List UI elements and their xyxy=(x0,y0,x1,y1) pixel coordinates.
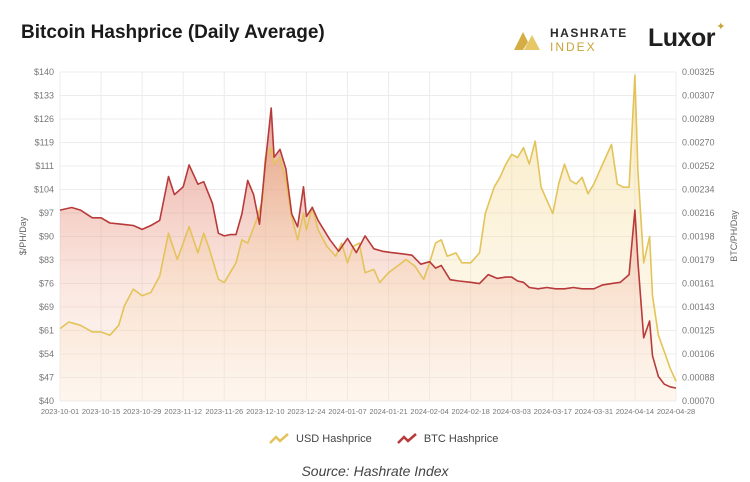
area-fills xyxy=(60,75,676,402)
x-tick-label: 2024-04-28 xyxy=(657,407,695,416)
y-tick-label: $90 xyxy=(39,232,54,242)
x-tick-label: 2023-10-15 xyxy=(82,407,120,416)
x-tick-label: 2024-04-14 xyxy=(616,407,654,416)
x-tick-label: 2023-12-10 xyxy=(246,407,284,416)
left-axis-label: $/PH/Day xyxy=(18,216,28,255)
y2-tick-label: 0.00161 xyxy=(682,279,715,289)
y-tick-label: $76 xyxy=(39,279,54,289)
btc-hashprice-line xyxy=(59,107,677,389)
y-tick-label: $126 xyxy=(34,114,54,124)
legend-label-usd: USD Hashprice xyxy=(296,433,372,445)
y-tick-label: $47 xyxy=(39,373,54,383)
y-tick-label: $104 xyxy=(34,185,54,195)
usd-legend-swatch-icon xyxy=(269,433,289,444)
y2-tick-label: 0.00088 xyxy=(682,373,715,383)
source-caption: Source: Hashrate Index xyxy=(301,463,449,479)
x-tick-label: 2024-03-17 xyxy=(534,407,572,416)
y-tick-label: $111 xyxy=(35,161,54,171)
y2-tick-label: 0.00307 xyxy=(682,91,715,101)
y-tick-label: $133 xyxy=(34,91,54,101)
x-tick-label: 2023-12-24 xyxy=(287,407,325,416)
y2-tick-label: 0.00270 xyxy=(682,138,715,148)
luxor-logo: Luxor ✦ xyxy=(648,21,725,53)
series-lines xyxy=(59,74,677,389)
y2-tick-label: 0.00216 xyxy=(682,208,715,218)
chart-title: Bitcoin Hashprice (Daily Average) xyxy=(21,22,325,43)
y-tick-label: $97 xyxy=(39,208,54,218)
legend-label-btc: BTC Hashprice xyxy=(423,433,499,445)
hashrate-index-logo: HASHRATE INDEX xyxy=(512,26,628,54)
x-tick-label: 2024-01-21 xyxy=(369,407,407,416)
y2-tick-label: 0.00070 xyxy=(682,396,715,406)
luxor-logo-text: Luxor xyxy=(648,24,715,52)
x-tick-label: 2023-11-26 xyxy=(205,407,243,416)
y2-tick-label: 0.00198 xyxy=(682,232,715,242)
x-tick-label: 2024-02-04 xyxy=(410,407,448,416)
x-tick-label: 2024-03-31 xyxy=(575,407,613,416)
x-tick-label: 2023-11-12 xyxy=(164,407,202,416)
y-tick-label: $61 xyxy=(39,326,54,336)
x-tick-label: 2024-03-03 xyxy=(493,407,531,416)
chart-legend: USD Hashprice BTC Hashprice xyxy=(268,433,498,445)
y2-tick-label: 0.00125 xyxy=(682,326,715,336)
left-axis-ticks: $140 $133 $126 $119 $111 $104 $97 $90 $83 $76 $69 $… xyxy=(34,67,54,406)
hashrate-index-logo-line2: INDEX xyxy=(550,40,597,54)
y2-tick-label: 0.00106 xyxy=(682,349,715,359)
btc-legend-swatch-icon xyxy=(396,433,417,444)
legend-item-usd[interactable]: USD Hashprice xyxy=(268,433,372,445)
y2-tick-label: 0.00289 xyxy=(682,114,715,124)
y-tick-label: $119 xyxy=(35,138,54,148)
right-axis-label: BTC/PH/Day xyxy=(729,210,739,262)
y-tick-label: $83 xyxy=(39,255,54,265)
y2-tick-label: 0.00143 xyxy=(682,302,715,312)
right-axis-ticks: 0.00325 0.00307 0.00289 0.00270 0.00252 0.002… xyxy=(682,67,715,406)
y2-tick-label: 0.00179 xyxy=(682,255,715,265)
hashrate-index-logo-line1: HASHRATE xyxy=(550,26,628,40)
btc-hashprice-area xyxy=(60,108,676,401)
x-tick-label: 2024-02-18 xyxy=(451,407,489,416)
x-axis-ticks: 2023-10-01 2023-10-15 2023-10-29 2023-11-12… xyxy=(41,407,695,416)
y-tick-label: $69 xyxy=(39,302,54,312)
hashprice-chart: $140 $133 $126 $119 $111 $104 $97 $90 $83 $76 $69 $… xyxy=(18,67,739,416)
y2-tick-label: 0.00325 xyxy=(682,67,715,77)
y-tick-label: $40 xyxy=(39,396,54,406)
y2-tick-label: 0.00252 xyxy=(682,161,715,171)
y-tick-label: $54 xyxy=(39,349,54,359)
y-tick-label: $140 xyxy=(34,67,54,77)
usd-hashprice-line xyxy=(59,74,677,382)
x-tick-label: 2024-01-07 xyxy=(328,407,366,416)
y2-tick-label: 0.00234 xyxy=(682,185,715,195)
hashrate-index-logo-icon xyxy=(514,32,540,50)
x-tick-label: 2023-10-01 xyxy=(41,407,79,416)
luxor-logo-star-icon: ✦ xyxy=(716,21,725,33)
legend-item-btc[interactable]: BTC Hashprice xyxy=(396,433,499,445)
x-tick-label: 2023-10-29 xyxy=(123,407,161,416)
